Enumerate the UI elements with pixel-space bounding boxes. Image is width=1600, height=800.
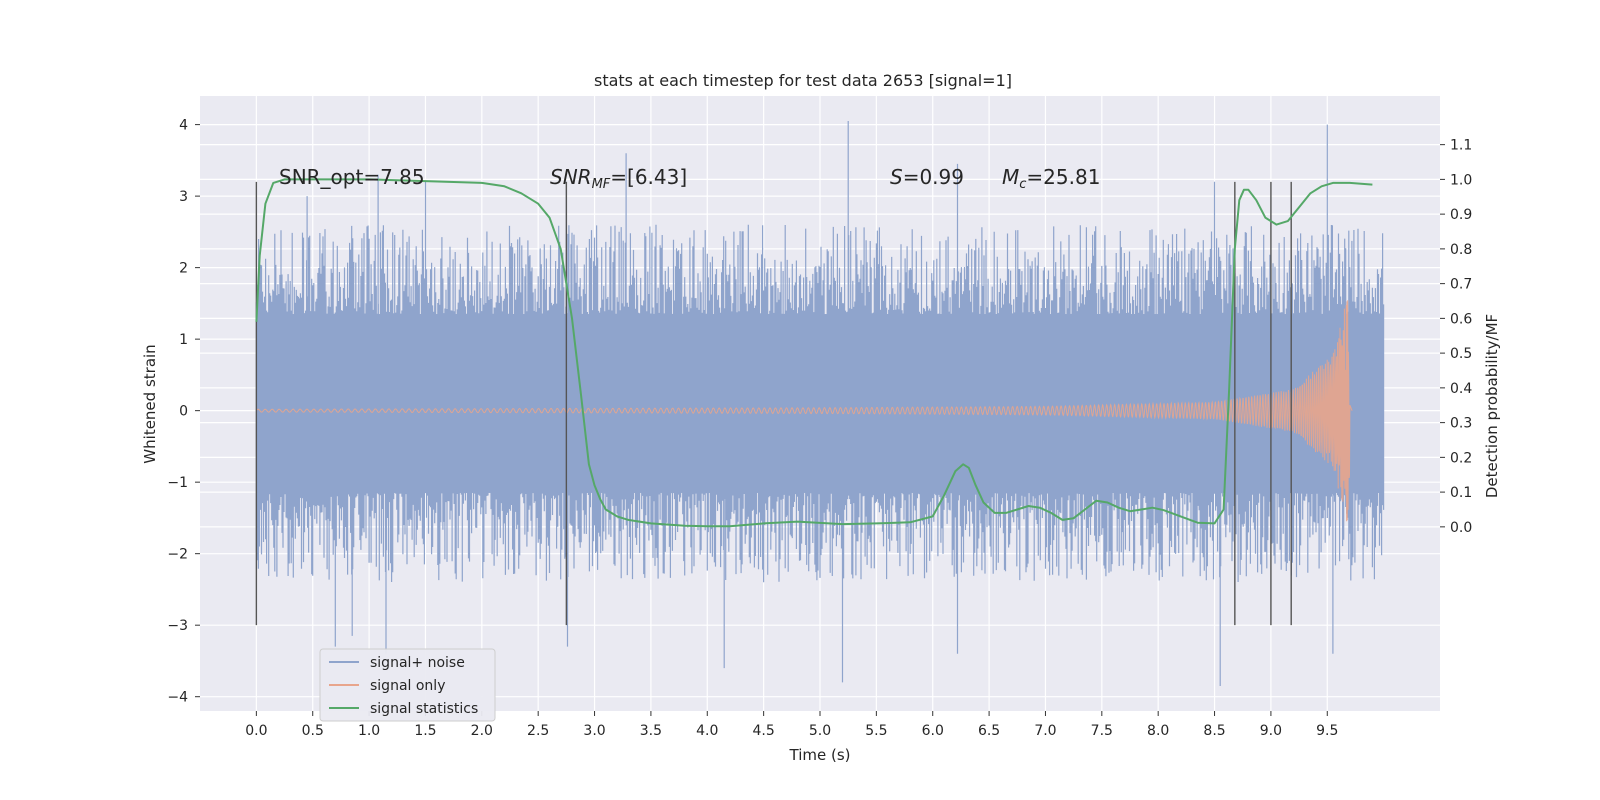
y-right-tick-label: 0.7: [1450, 277, 1472, 293]
y-right-tick-label: 0.2: [1450, 450, 1472, 466]
x-tick-label: 2.5: [527, 723, 549, 739]
annotation-mc-sub: c: [1019, 177, 1026, 192]
y-tick-label: 1: [179, 332, 188, 348]
y-right-tick-label: 0.6: [1450, 311, 1472, 327]
signal-only-line: [255, 300, 1353, 522]
x-axis-label: Time (s): [789, 746, 851, 764]
x-tick-label: 0.0: [245, 723, 267, 739]
y-tick-label: 2: [179, 261, 188, 277]
annotations: SNR_opt=7.85 SNRMF=[6.43] S=0.99 Mc=25.8…: [279, 165, 1100, 192]
annotation-snr-opt: SNR_opt=7.85: [279, 165, 425, 189]
y-tick-label: 0: [179, 404, 188, 420]
x-tick-label: 9.5: [1316, 723, 1338, 739]
annotation-snr-mf-value: =[6.43]: [610, 165, 687, 189]
x-tick-label: 1.0: [358, 723, 380, 739]
x-tick-label: 7.0: [1034, 723, 1056, 739]
y-right-tick-label: 0.0: [1450, 520, 1472, 536]
legend: signal+ noise signal only signal statist…: [319, 648, 496, 722]
y-right-tick-label: 0.5: [1450, 346, 1472, 362]
y-right-tick-label: 0.1: [1450, 485, 1472, 501]
annotation-snr-mf: SNRMF=[6.43]: [550, 165, 687, 192]
x-tick-label: 9.0: [1260, 723, 1282, 739]
x-tick-label: 1.5: [414, 723, 436, 739]
x-tick-label: 6.5: [978, 723, 1000, 739]
annotation-mc: Mc=25.81: [1002, 165, 1100, 192]
y-tick-label: −4: [167, 690, 188, 706]
y-tick-label: −2: [167, 547, 188, 563]
y-tick-label: −1: [167, 475, 188, 491]
x-tick-label: 5.0: [809, 723, 831, 739]
y-right-tick-label: 0.4: [1450, 381, 1472, 397]
annotation-s: S=0.99: [890, 165, 964, 189]
annotation-s-value: =0.99: [903, 165, 964, 189]
y-tick-label: 4: [179, 118, 188, 134]
annotation-snr-mf-sub: MF: [592, 177, 611, 192]
x-axis-ticks: 0.0 0.5 1.0 1.5 2.0 2.5 3.0 3.5 4.0 4.5 5.0 5.5 6.0 6…: [245, 711, 1338, 739]
x-tick-label: 2.0: [471, 723, 493, 739]
y-right-tick-label: 1.0: [1450, 172, 1472, 188]
legend-label-signal-noise: signal+ noise: [370, 655, 465, 671]
series-signal-statistics: [255, 178, 1373, 528]
y-right-axis-label: Detection probability/MF: [1483, 314, 1501, 498]
y-tick-label: 3: [179, 189, 188, 205]
x-tick-label: 4.5: [753, 723, 775, 739]
y-tick-label: −3: [167, 618, 188, 634]
annotation-mc-value: =25.81: [1026, 165, 1100, 189]
y-right-tick-label: 1.1: [1450, 138, 1472, 154]
y-right-tick-label: 0.9: [1450, 207, 1472, 223]
x-tick-label: 5.5: [865, 723, 887, 739]
x-tick-label: 8.0: [1147, 723, 1169, 739]
x-tick-label: 3.5: [640, 723, 662, 739]
x-tick-label: 7.5: [1091, 723, 1113, 739]
annotation-mc-main: M: [1002, 165, 1019, 189]
legend-label-signal-only: signal only: [370, 678, 445, 694]
x-tick-label: 6.0: [922, 723, 944, 739]
x-tick-label: 4.0: [696, 723, 718, 739]
legend-label-signal-statistics: signal statistics: [370, 701, 478, 717]
x-tick-label: 8.5: [1203, 723, 1225, 739]
y-axis-label: Whitened strain: [141, 344, 159, 463]
y-axis-ticks: 4 3 2 1 0 −1 −2 −3 −4: [167, 118, 200, 706]
y-right-tick-label: 0.8: [1450, 242, 1472, 258]
annotation-snr-mf-main: SNR: [550, 165, 592, 189]
series-signal-only: [255, 300, 1353, 522]
chart-title: stats at each timestep for test data 265…: [594, 71, 1012, 90]
annotation-s-main: S: [890, 165, 903, 189]
vertical-markers: [255, 181, 1292, 626]
y-right-axis-ticks: 1.1 1.0 0.9 0.8 0.7 0.6 0.5 0.4 0.3 0.2 0.1 0.0: [1440, 138, 1472, 536]
y-right-tick-label: 0.3: [1450, 416, 1472, 432]
x-tick-label: 0.5: [302, 723, 324, 739]
signal-statistics-line: [255, 178, 1373, 528]
x-tick-label: 3.0: [583, 723, 605, 739]
legend-box: [319, 648, 496, 722]
